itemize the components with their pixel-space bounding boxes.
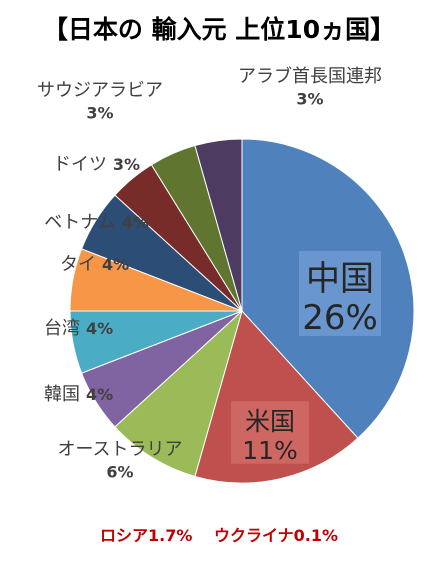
slice-percent-label: 26% bbox=[302, 298, 378, 338]
slice-name-label: 米国 bbox=[245, 407, 295, 436]
pie-slice bbox=[194, 138, 243, 312]
slice-percent-label: 3% bbox=[113, 155, 140, 174]
footnote: ロシア1.7% ウクライナ0.1% bbox=[0, 522, 438, 546]
slice-name-label: サウジアラビア bbox=[37, 80, 163, 101]
slice-percent-label: 3% bbox=[86, 104, 113, 123]
slice-percent-label: 4% bbox=[86, 385, 113, 404]
slice-percent-label: 3% bbox=[296, 90, 323, 109]
slice-percent-label: 4% bbox=[86, 319, 113, 338]
slice-name-label: 中国 bbox=[306, 259, 374, 299]
slice-name-label: オーストラリア bbox=[57, 439, 182, 460]
pie-slice bbox=[114, 309, 243, 478]
slice-name-label: 韓国 bbox=[44, 384, 80, 405]
slice-percent-label: 4% bbox=[102, 255, 129, 274]
note-russia: ロシア1.7% bbox=[99, 526, 193, 545]
slice-name-label: 台湾 bbox=[44, 318, 80, 339]
label-background bbox=[299, 250, 381, 336]
slice-name-label: ベトナム bbox=[44, 212, 115, 233]
slice-name-label: アラブ首長国連邦 bbox=[238, 65, 382, 87]
slice-name-label: ドイツ bbox=[53, 154, 107, 175]
label-background bbox=[231, 401, 309, 464]
chart-title: 【日本の 輸入元 上位10ヵ国】 bbox=[42, 15, 396, 44]
slice-percent-label: 6% bbox=[106, 463, 133, 482]
slice-name-label: タイ bbox=[60, 254, 96, 275]
note-ukraine: ウクライナ0.1% bbox=[213, 526, 339, 545]
slice-percent-label: 11% bbox=[242, 436, 298, 465]
slice-percent-label: 4% bbox=[122, 213, 149, 232]
